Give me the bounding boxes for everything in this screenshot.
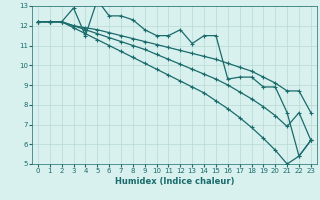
X-axis label: Humidex (Indice chaleur): Humidex (Indice chaleur) — [115, 177, 234, 186]
